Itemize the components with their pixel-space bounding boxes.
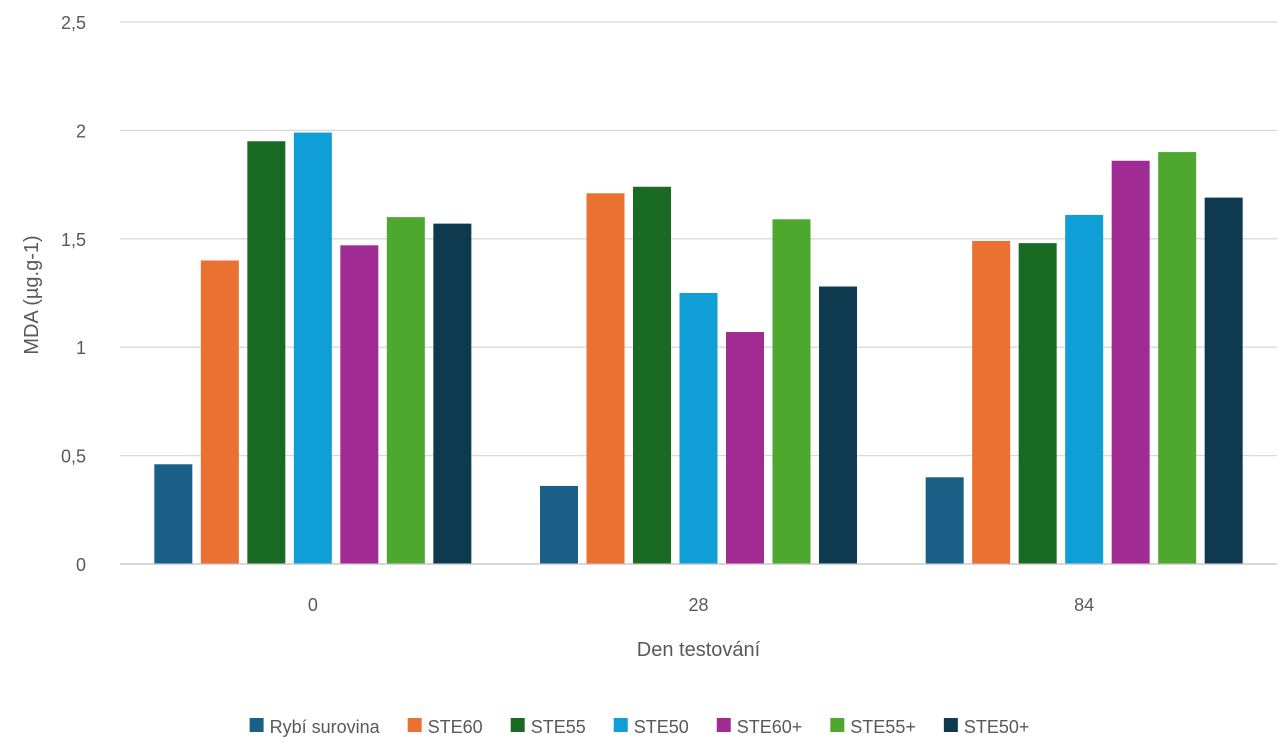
- bar-ste50-day-84: [1065, 214, 1104, 564]
- legend-label: STE50: [634, 717, 689, 737]
- legend: Rybí surovina STE60 STE55 STE50 STE60+ STE55+…: [249, 717, 1030, 737]
- x-tick-label: 84: [1074, 595, 1094, 615]
- bar-ryb-surovina-day-0: [154, 464, 193, 564]
- y-tick-label: 2,5: [61, 13, 86, 33]
- legend-swatch: [716, 718, 731, 732]
- bar-ste50-day-0: [293, 132, 332, 564]
- bar-ste55-day-84: [1158, 152, 1197, 564]
- bar-ste55-day-0: [247, 141, 286, 565]
- legend-label: STE50+: [964, 717, 1030, 737]
- bar-ste50-day-0: [433, 223, 472, 564]
- legend-swatch: [830, 718, 845, 732]
- y-tick-label: 2: [76, 121, 86, 141]
- legend-swatch: [510, 718, 525, 732]
- legend-swatch: [943, 718, 958, 732]
- x-axis-tick-labels: 0 28 84: [308, 595, 1094, 615]
- bar-ste60-day-0: [200, 260, 239, 564]
- bar-ryb-surovina-day-28: [540, 485, 578, 564]
- bar-ste50-day-84: [1204, 197, 1243, 564]
- bar-ste50-day-28: [819, 286, 857, 564]
- bar-ste60-day-28: [726, 332, 764, 564]
- bar-ste60-day-84: [1111, 160, 1150, 564]
- bar-ste55-day-0: [386, 217, 425, 564]
- y-tick-label: 0,5: [61, 447, 86, 467]
- legend-label: Rybí surovina: [270, 717, 381, 737]
- legend-swatch: [249, 718, 264, 732]
- legend-label: STE60: [428, 717, 483, 737]
- bar-ste55-day-28: [772, 219, 811, 564]
- y-tick-label: 1,5: [61, 230, 86, 250]
- bar-ste60-day-0: [340, 245, 379, 564]
- legend-label: STE60+: [737, 717, 803, 737]
- legend-label: STE55: [531, 717, 586, 737]
- legend-swatch: [613, 718, 628, 732]
- bar-ryb-surovina-day-84: [925, 477, 964, 564]
- bar-ste55-day-84: [1018, 243, 1057, 565]
- bar-ste60-day-28: [586, 193, 625, 564]
- y-tick-label: 0: [76, 555, 86, 575]
- legend-swatch: [407, 718, 422, 732]
- x-tick-label: 0: [308, 595, 318, 615]
- x-tick-label: 28: [688, 595, 708, 615]
- x-axis-title: Den testování: [637, 639, 761, 661]
- legend-label: STE55+: [850, 717, 916, 737]
- y-tick-label: 1: [76, 338, 86, 358]
- y-axis-tick-labels: 0 0,5 1 1,5 2 2,5: [61, 13, 86, 575]
- bars: [154, 132, 1243, 565]
- bar-ste60-day-84: [972, 240, 1011, 564]
- y-axis-title: MDA (µg.g-1): [21, 235, 43, 354]
- bar-ste55-day-28: [633, 186, 671, 564]
- bar-ste50-day-28: [679, 293, 718, 564]
